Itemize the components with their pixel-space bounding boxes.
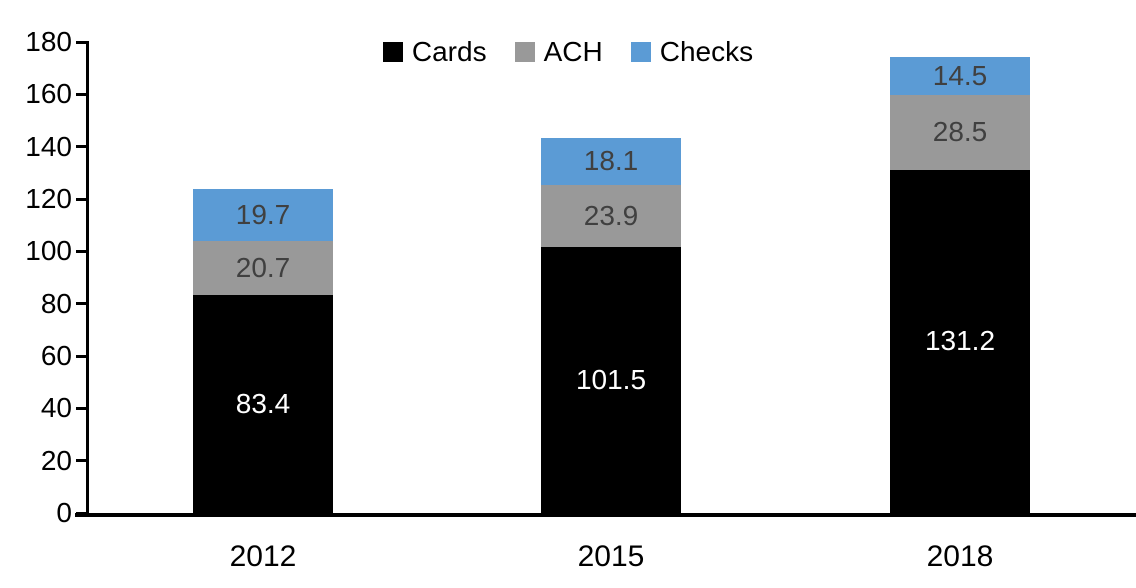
bar-value-label: 18.1 bbox=[583, 145, 639, 177]
y-axis-tick bbox=[76, 197, 89, 201]
legend-swatch-icon bbox=[514, 42, 535, 62]
bar-segment-cards: 131.2 bbox=[890, 169, 1030, 513]
y-tick-label: 180 bbox=[25, 26, 72, 57]
legend-item-cards: Cards bbox=[382, 36, 487, 67]
y-axis-tick bbox=[76, 511, 89, 515]
bar-value-label: 83.4 bbox=[235, 387, 291, 419]
x-axis-label: 2015 bbox=[577, 540, 645, 573]
chart-legend: Cards ACH Checks bbox=[0, 38, 1136, 66]
legend-swatch-icon bbox=[630, 42, 651, 62]
y-tick-label: 100 bbox=[25, 235, 72, 267]
y-axis-tick bbox=[76, 406, 89, 410]
legend-item-ach: ACH bbox=[514, 36, 603, 67]
y-axis-tick bbox=[76, 459, 89, 463]
y-axis-line bbox=[86, 42, 89, 513]
bar-value-label: 14.5 bbox=[932, 60, 988, 92]
x-axis-line bbox=[75, 513, 1136, 517]
y-tick-label: 60 bbox=[40, 340, 72, 371]
y-axis-tick bbox=[76, 40, 89, 44]
bar-segment-checks: 14.5 bbox=[890, 57, 1030, 96]
bar-value-label: 20.7 bbox=[235, 251, 291, 283]
bar-segment-ach: 28.5 bbox=[890, 95, 1030, 170]
legend-label: ACH bbox=[543, 36, 603, 67]
y-tick-label: 40 bbox=[40, 392, 72, 424]
legend-swatch-icon bbox=[382, 42, 403, 62]
x-axis-label: 2012 bbox=[229, 540, 297, 573]
y-axis-tick bbox=[76, 302, 89, 306]
y-tick-label: 20 bbox=[40, 444, 72, 476]
y-axis-tick bbox=[76, 249, 89, 253]
y-axis-tick bbox=[76, 145, 89, 149]
bar-segment-cards: 83.4 bbox=[193, 294, 333, 513]
bar-segment-ach: 23.9 bbox=[541, 184, 681, 248]
bar-segment-checks: 19.7 bbox=[193, 189, 333, 241]
legend-label: Checks bbox=[659, 36, 754, 67]
y-tick-label: 80 bbox=[40, 287, 72, 319]
y-axis-tick bbox=[76, 354, 89, 358]
legend-item-checks: Checks bbox=[630, 36, 754, 67]
y-tick-label: 160 bbox=[25, 78, 72, 110]
bar-segment-cards: 101.5 bbox=[541, 247, 681, 513]
y-tick-label: 120 bbox=[25, 183, 72, 214]
legend-label: Cards bbox=[411, 36, 487, 67]
bar-segment-checks: 18.1 bbox=[541, 137, 681, 185]
bar-segment-ach: 20.7 bbox=[193, 240, 333, 295]
y-tick-label: 0 bbox=[56, 497, 72, 528]
bar-value-label: 19.7 bbox=[235, 198, 291, 230]
y-axis-tick bbox=[76, 92, 89, 96]
x-axis-label: 2018 bbox=[926, 540, 994, 573]
bar-value-label: 28.5 bbox=[932, 116, 988, 148]
bar-value-label: 101.5 bbox=[575, 364, 647, 396]
bar-value-label: 23.9 bbox=[583, 200, 639, 232]
y-tick-label: 140 bbox=[25, 130, 72, 162]
bar-value-label: 131.2 bbox=[924, 325, 996, 357]
